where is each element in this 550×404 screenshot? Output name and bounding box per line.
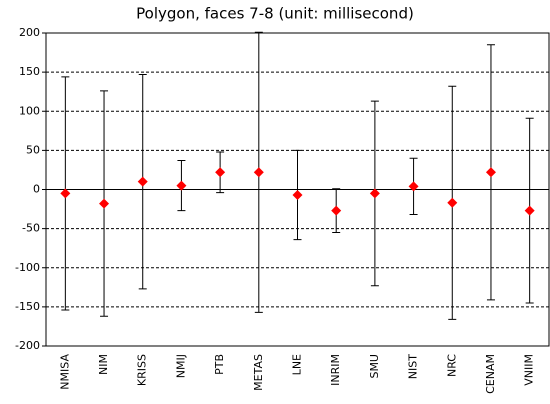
- marker: [60, 188, 71, 199]
- marker: [408, 181, 419, 192]
- x-tick-label: LNE: [291, 354, 304, 375]
- marker: [99, 198, 110, 209]
- y-tick-label: 200: [19, 26, 40, 39]
- marker: [447, 197, 458, 208]
- y-tick-label: 100: [19, 104, 40, 117]
- x-tick-label: CENAM: [484, 354, 497, 394]
- marker: [524, 205, 535, 216]
- marker: [215, 167, 226, 178]
- marker: [176, 180, 187, 191]
- x-tick-label: NIST: [407, 354, 420, 379]
- x-tick-label: SMU: [368, 354, 381, 379]
- marker: [331, 205, 342, 216]
- marker: [369, 188, 380, 199]
- plot-border: [45, 32, 550, 347]
- x-tick-label: INRIM: [329, 354, 342, 386]
- x-tick-label: KRISS: [136, 354, 149, 386]
- x-tick-label: VNIIM: [523, 354, 536, 386]
- marker: [137, 176, 148, 187]
- x-tick-label: NIM: [97, 354, 110, 375]
- marker: [485, 167, 496, 178]
- y-tick-label: -150: [15, 300, 40, 313]
- x-tick-label: PTB: [213, 354, 226, 375]
- x-tick-label: NRC: [445, 354, 458, 377]
- chart-title: Polygon, faces 7-8 (unit: millisecond): [136, 5, 414, 23]
- y-tick-label: -200: [15, 339, 40, 352]
- marker: [292, 189, 303, 200]
- y-tick-label: 150: [19, 65, 40, 78]
- y-tick-label: -100: [15, 261, 40, 274]
- y-tick-label: 0: [33, 183, 40, 196]
- x-tick-label: METAS: [252, 354, 265, 391]
- marker: [253, 167, 264, 178]
- y-tick-label: 50: [26, 143, 40, 156]
- y-tick-label: -50: [22, 222, 40, 235]
- x-tick-label: NMISA: [58, 354, 71, 390]
- x-tick-label: NMIJ: [174, 354, 187, 378]
